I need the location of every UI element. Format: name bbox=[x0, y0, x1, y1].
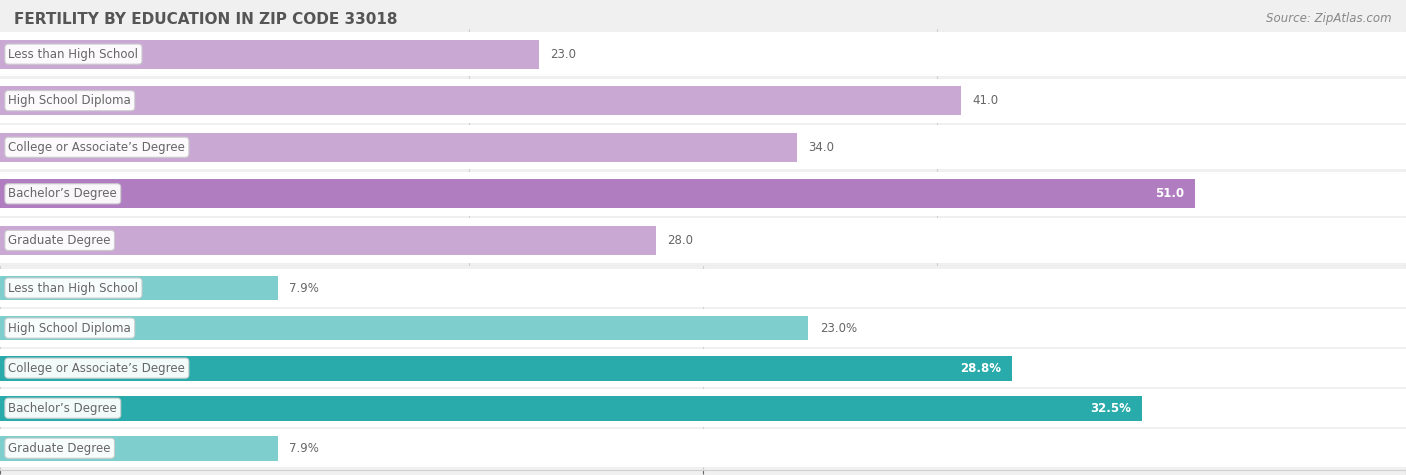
Bar bbox=[0, 269, 1406, 307]
Bar bbox=[0, 78, 1406, 123]
Text: Bachelor’s Degree: Bachelor’s Degree bbox=[8, 402, 117, 415]
Text: High School Diploma: High School Diploma bbox=[8, 94, 131, 107]
Text: Less than High School: Less than High School bbox=[8, 282, 138, 294]
Text: 23.0: 23.0 bbox=[550, 48, 576, 61]
Text: 32.5%: 32.5% bbox=[1090, 402, 1130, 415]
Text: Source: ZipAtlas.com: Source: ZipAtlas.com bbox=[1267, 12, 1392, 25]
Bar bbox=[0, 349, 1406, 387]
Text: High School Diploma: High School Diploma bbox=[8, 322, 131, 334]
Text: 34.0: 34.0 bbox=[808, 141, 834, 154]
Text: College or Associate’s Degree: College or Associate’s Degree bbox=[8, 141, 186, 154]
Bar bbox=[0, 389, 1406, 427]
Text: Graduate Degree: Graduate Degree bbox=[8, 234, 111, 247]
Bar bbox=[0, 309, 1406, 347]
Bar bbox=[0, 436, 278, 461]
Bar bbox=[0, 316, 808, 341]
Text: 7.9%: 7.9% bbox=[290, 282, 319, 294]
Text: Less than High School: Less than High School bbox=[8, 48, 138, 61]
Text: 28.8%: 28.8% bbox=[960, 361, 1001, 375]
Text: Bachelor’s Degree: Bachelor’s Degree bbox=[8, 187, 117, 200]
Bar bbox=[0, 32, 1406, 76]
Bar bbox=[0, 226, 657, 255]
Bar bbox=[0, 356, 1012, 380]
Text: FERTILITY BY EDUCATION IN ZIP CODE 33018: FERTILITY BY EDUCATION IN ZIP CODE 33018 bbox=[14, 12, 398, 27]
Text: 28.0: 28.0 bbox=[668, 234, 693, 247]
Bar bbox=[0, 171, 1406, 216]
Text: 23.0%: 23.0% bbox=[820, 322, 856, 334]
Bar bbox=[0, 429, 1406, 467]
Text: 51.0: 51.0 bbox=[1154, 187, 1184, 200]
Text: 41.0: 41.0 bbox=[972, 94, 998, 107]
Bar bbox=[0, 40, 538, 68]
Text: College or Associate’s Degree: College or Associate’s Degree bbox=[8, 361, 186, 375]
Bar bbox=[0, 396, 1142, 420]
Text: 7.9%: 7.9% bbox=[290, 442, 319, 455]
Bar bbox=[0, 86, 960, 115]
Bar bbox=[0, 218, 1406, 263]
Bar bbox=[0, 180, 1195, 208]
Text: Graduate Degree: Graduate Degree bbox=[8, 442, 111, 455]
Bar bbox=[0, 125, 1406, 170]
Bar bbox=[0, 133, 797, 162]
Bar bbox=[0, 276, 278, 301]
